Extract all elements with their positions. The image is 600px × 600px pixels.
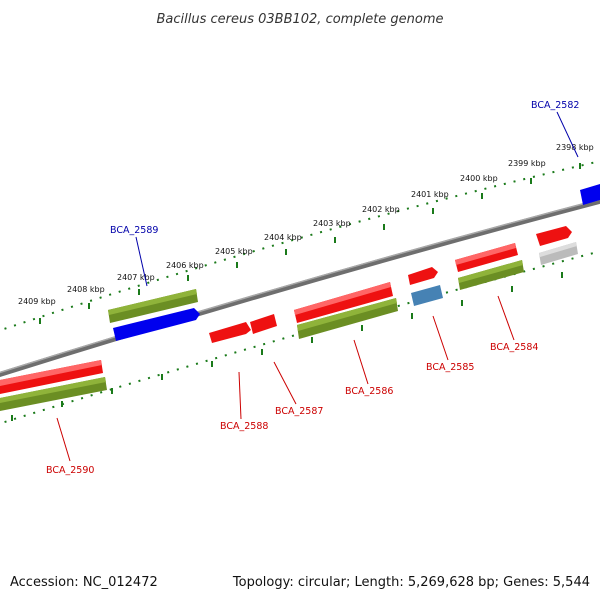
gene-label: BCA_2585 (426, 362, 474, 373)
genome-summary-text: Topology: circular; Length: 5,269,628 bp… (232, 575, 590, 590)
feature-cds (536, 226, 572, 246)
tick-label: 2405 kbp (215, 247, 253, 256)
feature-gene (458, 260, 523, 283)
inner-major-ticks (11, 272, 563, 421)
tick-label: 2398 kbp (556, 143, 594, 152)
tick-label: 2403 kbp (313, 219, 351, 228)
gene-label: BCA_2587 (275, 406, 323, 417)
outer-tick-track (0, 160, 600, 332)
feature-cds (0, 360, 102, 386)
feature-cds (455, 243, 516, 265)
tick-label: 2406 kbp (166, 261, 204, 270)
map-title: Bacillus cereus 03BB102, complete genome (156, 12, 443, 27)
tick-label: 2401 kbp (411, 190, 449, 199)
feature-trna (580, 184, 600, 205)
label-leaders (56, 111, 579, 462)
feature-cds (209, 322, 251, 343)
feature-gene (0, 377, 106, 403)
feature-trna (113, 308, 200, 341)
tick-label: 2400 kbp (460, 174, 498, 183)
tick-label: 2407 kbp (117, 273, 155, 282)
gene-labels: BCA_2582 BCA_2584 BCA_2585 BCA_2586 BCA_… (46, 100, 579, 476)
genome-backbone (0, 198, 600, 378)
feature-misc (411, 285, 443, 306)
tick-labels: 2398 kbp 2399 kbp 2400 kbp 2401 kbp 2402… (18, 143, 594, 306)
tick-label: 2409 kbp (18, 297, 56, 306)
accession-text: Accession: NC_012472 (10, 575, 158, 590)
tick-label: 2408 kbp (67, 285, 105, 294)
feature-cds (294, 282, 391, 315)
tick-label: 2399 kbp (508, 159, 546, 168)
tick-label: 2404 kbp (264, 233, 302, 242)
outer-major-ticks (39, 163, 581, 324)
gene-label: BCA_2584 (490, 342, 538, 353)
feature-gene (108, 289, 197, 315)
gene-label: BCA_2586 (345, 386, 393, 397)
feature-cds (250, 314, 277, 334)
tick-label: 2402 kbp (362, 205, 400, 214)
gene-label: BCA_2590 (46, 465, 94, 476)
feature-gene (297, 298, 397, 331)
gene-label: BCA_2582 (531, 100, 579, 111)
gene-label: BCA_2588 (220, 421, 268, 432)
feature-pseudo (539, 242, 577, 257)
features (0, 184, 600, 411)
gene-label: BCA_2589 (110, 225, 158, 236)
feature-cds (408, 267, 438, 285)
